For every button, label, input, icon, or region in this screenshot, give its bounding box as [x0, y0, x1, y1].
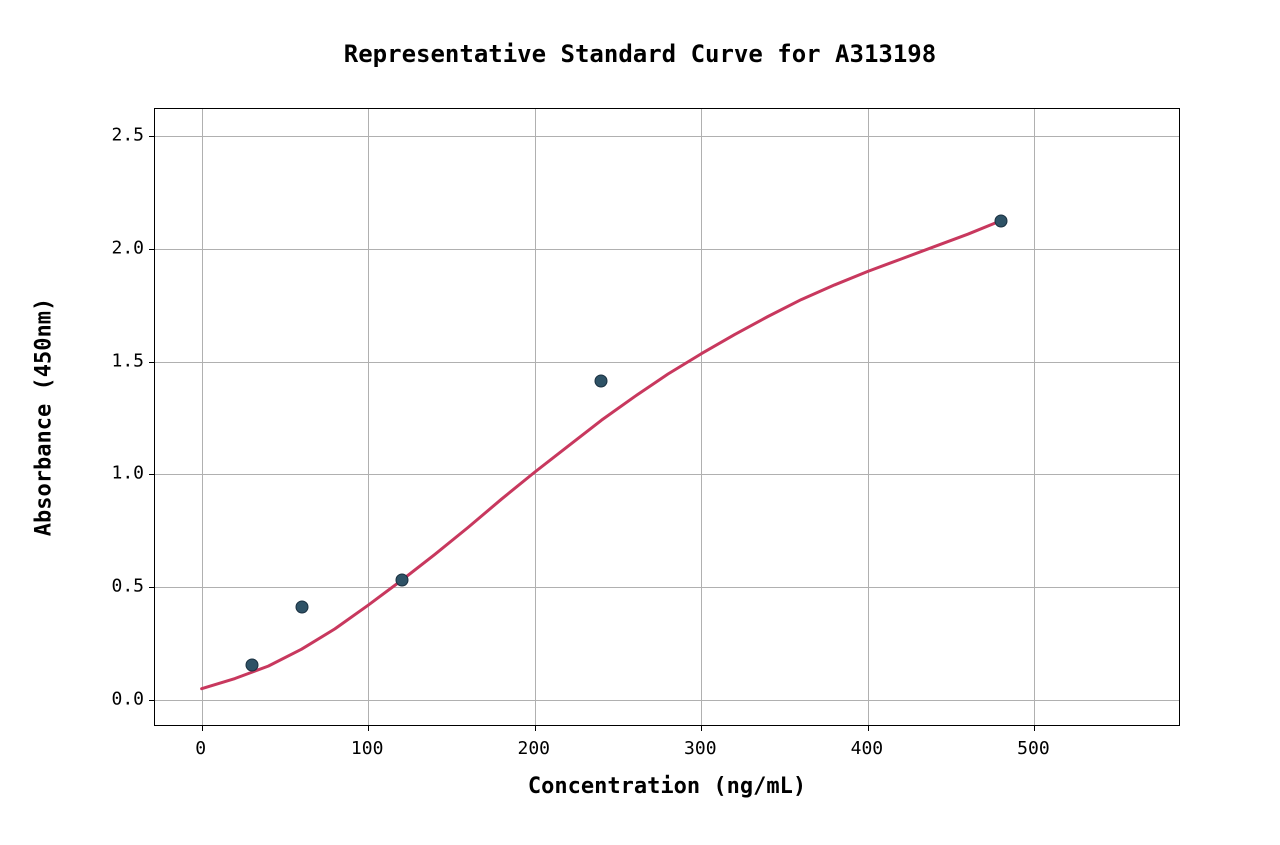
y-tick — [149, 474, 155, 475]
grid-line-vertical — [701, 109, 702, 725]
grid-line-horizontal — [155, 362, 1179, 363]
y-tick — [149, 136, 155, 137]
grid-line-vertical — [868, 109, 869, 725]
chart-container: Representative Standard Curve for A31319… — [0, 0, 1280, 845]
y-tick-label: 2.5 — [104, 125, 144, 146]
y-tick-label: 0.5 — [104, 576, 144, 597]
grid-line-horizontal — [155, 700, 1179, 701]
grid-line-vertical — [202, 109, 203, 725]
y-tick-label: 1.0 — [104, 463, 144, 484]
x-tick-label: 300 — [684, 738, 717, 759]
grid-line-horizontal — [155, 136, 1179, 137]
y-tick-label: 2.0 — [104, 237, 144, 258]
plot-area — [154, 108, 1180, 726]
x-tick-label: 0 — [195, 738, 206, 759]
grid-line-vertical — [1034, 109, 1035, 725]
x-axis-label: Concentration (ng/mL) — [528, 774, 806, 799]
data-point — [595, 374, 608, 387]
x-tick-label: 200 — [517, 738, 550, 759]
data-point — [395, 574, 408, 587]
x-tick — [1034, 725, 1035, 731]
y-tick-label: 0.0 — [104, 688, 144, 709]
grid-line-horizontal — [155, 249, 1179, 250]
grid-line-horizontal — [155, 474, 1179, 475]
x-tick-label: 100 — [351, 738, 384, 759]
chart-title: Representative Standard Curve for A31319… — [0, 40, 1280, 68]
y-tick-label: 1.5 — [104, 350, 144, 371]
x-tick-label: 500 — [1017, 738, 1050, 759]
y-tick — [149, 587, 155, 588]
x-tick — [202, 725, 203, 731]
x-tick — [701, 725, 702, 731]
data-point — [995, 214, 1008, 227]
y-tick — [149, 249, 155, 250]
y-tick — [149, 362, 155, 363]
x-tick — [535, 725, 536, 731]
x-tick-label: 400 — [851, 738, 884, 759]
grid-line-vertical — [535, 109, 536, 725]
x-tick — [868, 725, 869, 731]
grid-line-vertical — [368, 109, 369, 725]
fitted-curve — [155, 109, 1181, 727]
data-point — [295, 601, 308, 614]
x-tick — [368, 725, 369, 731]
y-axis-label: Absorbance (450nm) — [32, 298, 57, 536]
data-point — [245, 658, 258, 671]
y-tick — [149, 700, 155, 701]
grid-line-horizontal — [155, 587, 1179, 588]
